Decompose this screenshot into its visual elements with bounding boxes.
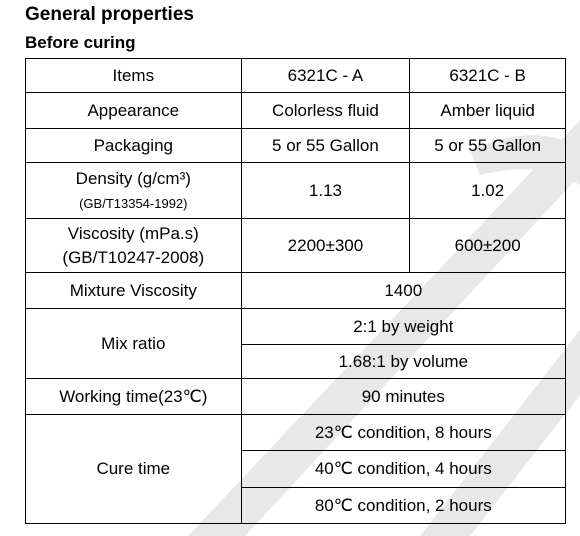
- item-line: (GB/T10247-2008): [62, 247, 205, 267]
- item: Mix ratio: [25, 308, 242, 379]
- cell: 1400: [240, 272, 567, 309]
- item: Packaging: [25, 128, 242, 163]
- cell: 5 or 55 Gallon: [240, 128, 411, 163]
- item: Cure time: [25, 414, 242, 524]
- header-cell: 6321C - A: [240, 58, 411, 93]
- item: Density (g/cm³) (GB/T13354-1992): [25, 162, 242, 219]
- cell: 1.13: [240, 162, 411, 219]
- cell: 5 or 55 Gallon: [409, 128, 566, 163]
- cell: 80℃ condition, 2 hours: [240, 487, 567, 524]
- item: Appearance: [25, 92, 242, 129]
- subtitle: Before curing: [25, 33, 136, 52]
- cell: Amber liquid: [409, 92, 566, 129]
- item: Mixture Viscosity: [25, 272, 242, 309]
- cell: 1.02: [409, 162, 566, 219]
- header-cell: 6321C - B: [409, 58, 566, 93]
- cell: 2:1 by weight: [240, 308, 567, 345]
- cell: 40℃ condition, 4 hours: [240, 450, 567, 488]
- cell: 2200±300: [240, 218, 411, 273]
- cell: 90 minutes: [240, 378, 567, 415]
- item-line: Viscosity (mPa.s): [67, 223, 199, 243]
- item: Viscosity (mPa.s) (GB/T10247-2008): [25, 218, 242, 273]
- header-cell: Items: [25, 58, 242, 93]
- cell: 1.68:1 by volume: [240, 344, 567, 379]
- item-line: Density (g/cm³): [75, 168, 191, 188]
- cell: 600±200: [409, 218, 566, 273]
- properties-table: Items 6321C - A 6321C - B Appearance Colorl…: [25, 58, 567, 524]
- cell: 23℃ condition, 8 hours: [240, 414, 567, 451]
- title: General properties: [25, 4, 194, 25]
- item-note: (GB/T13354-1992): [79, 195, 188, 211]
- item: Working time(23℃): [25, 378, 242, 415]
- cell: Colorless fluid: [240, 92, 411, 129]
